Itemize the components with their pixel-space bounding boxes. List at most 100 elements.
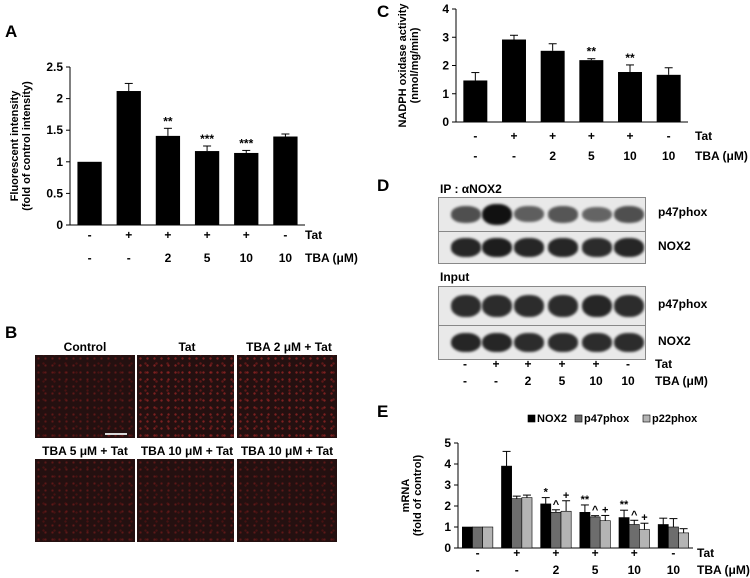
scale-bar (105, 433, 127, 435)
blot-band (482, 294, 512, 318)
treatment-tba-d: - (494, 374, 498, 388)
panel-letter-c: C (377, 2, 390, 21)
legend-label-nox2: NOX2 (537, 413, 567, 425)
treatment-tat-e: + (631, 546, 638, 560)
treatment-tat-d: - (626, 357, 630, 371)
treatment-tat-a: - (283, 228, 287, 242)
treatment-tat-a: + (125, 228, 132, 242)
bar-c (463, 80, 488, 122)
treatment-tba-e: - (476, 563, 480, 577)
treatment-tba-a: 2 (165, 251, 172, 265)
treatment-tat-c: + (588, 129, 595, 143)
blot-band (582, 294, 612, 318)
significance-a: ** (163, 114, 173, 128)
treatment-tba-d: 10 (589, 374, 603, 388)
significance-e-p47phox: ^ (631, 509, 638, 521)
image-title-tba10-alone: TBA 10 μM + Tat (240, 444, 334, 458)
micrograph-tba10 (137, 459, 234, 542)
blot-label-input-nox2: NOX2 (658, 334, 691, 348)
blot-band (514, 206, 544, 223)
significance-c: ** (625, 51, 635, 65)
blot-band (548, 238, 578, 257)
treatment-tat-e: + (592, 546, 599, 560)
blot-band (548, 332, 578, 353)
significance-e-nox2: * (544, 487, 549, 499)
blot-treatment-rows: - + + + + - Tat - - 2 5 10 10 TBA (μM) (463, 357, 708, 388)
treatment-tat-c: - (667, 129, 671, 143)
treatment-tba-d: 2 (525, 374, 532, 388)
significance-e-nox2: ** (620, 499, 629, 511)
bar-c (502, 39, 526, 123)
treatment-tba-c: 2 (549, 149, 556, 163)
bar-e-nox2 (618, 517, 630, 549)
bar-a (194, 151, 220, 225)
treatment-tba-e: - (515, 563, 519, 577)
bar-a (273, 136, 298, 225)
treatment-tat-a: + (204, 228, 211, 242)
bar-e-p47phox (511, 498, 523, 549)
treatment-tba-e: 5 (592, 563, 599, 577)
y-tick-label-A: 1.5 (46, 123, 63, 137)
image-title-tba5: TBA 5 μM + Tat (42, 444, 128, 458)
bar-e-p22phox (521, 497, 533, 549)
treatment-tat-d: + (492, 357, 499, 371)
treatment-tat-c: + (510, 129, 517, 143)
significance-a: *** (239, 136, 253, 150)
blot-band (614, 238, 644, 257)
blot-input-nox2 (438, 325, 646, 360)
treatment-label-tba-a: TBA (μM) (305, 251, 358, 265)
treatment-tba-a: 10 (240, 251, 254, 265)
bar-e-p22phox (678, 532, 689, 549)
bar-a (116, 91, 141, 226)
treatment-tat-e: - (671, 546, 675, 560)
bar-a (234, 152, 259, 225)
y-axis-label-A: (fold of control intensity) (21, 81, 33, 211)
bar-c (656, 74, 681, 122)
blot-band (614, 332, 644, 353)
chart-panel-c: 0 1 2 3 4 NADPH oxidase activity (nmol/mg/min)… (397, 2, 748, 163)
bar-e-p22phox (639, 529, 650, 549)
blot-input-p47phox (438, 286, 646, 326)
blot-band (582, 332, 612, 353)
treatment-tat-e: + (552, 546, 559, 560)
y-axis-label-e: mRNA (400, 479, 412, 513)
legend-swatch-nox2 (527, 414, 536, 423)
blot-band (614, 206, 644, 223)
image-title-tba2: TBA 2 μM + Tat (246, 340, 332, 354)
blot-band (514, 332, 544, 353)
panel-letter-d: D (377, 176, 390, 195)
treatment-tat-c: - (473, 129, 477, 143)
y-tick-label-e: 1 (444, 520, 451, 534)
treatment-tat-d: + (558, 357, 565, 371)
significance-e-p47phox: ^ (592, 505, 599, 517)
treatment-tat-a: + (243, 228, 250, 242)
treatment-tat-d: - (463, 357, 467, 371)
bar-e-p47phox (628, 524, 640, 549)
treatment-tat-d: + (592, 357, 599, 371)
blot-band (482, 332, 512, 353)
treatment-label-tat-e: Tat (697, 546, 714, 560)
panel-letter-b: B (5, 323, 18, 342)
bar-e-p47phox (668, 526, 679, 549)
bar-e-nox2 (540, 503, 552, 549)
significance-c: ** (587, 45, 597, 59)
y-tick-label-C: 3 (442, 30, 449, 44)
y-axis-label-C: NADPH oxidase activity (397, 3, 409, 128)
bar-e-nox2 (579, 511, 591, 549)
treatment-label-tat-a: Tat (305, 228, 322, 242)
significance-a: *** (200, 132, 214, 146)
blot-band (514, 238, 544, 257)
treatment-tat-c: + (626, 129, 633, 143)
treatment-tba-d: 5 (559, 374, 566, 388)
y-axis-label-e: (fold of control) (412, 455, 424, 537)
ip-label: IP : αNOX2 (440, 182, 502, 196)
micrograph-control (35, 355, 135, 438)
blot-band (548, 206, 578, 223)
blot-band (582, 206, 612, 223)
blot-ip-p47phox (438, 197, 646, 232)
treatment-tat-e: + (513, 546, 520, 560)
blot-band (582, 238, 612, 257)
blot-band (514, 294, 544, 318)
treatment-tba-a: - (88, 251, 92, 265)
treatment-tat-e: - (476, 546, 480, 560)
